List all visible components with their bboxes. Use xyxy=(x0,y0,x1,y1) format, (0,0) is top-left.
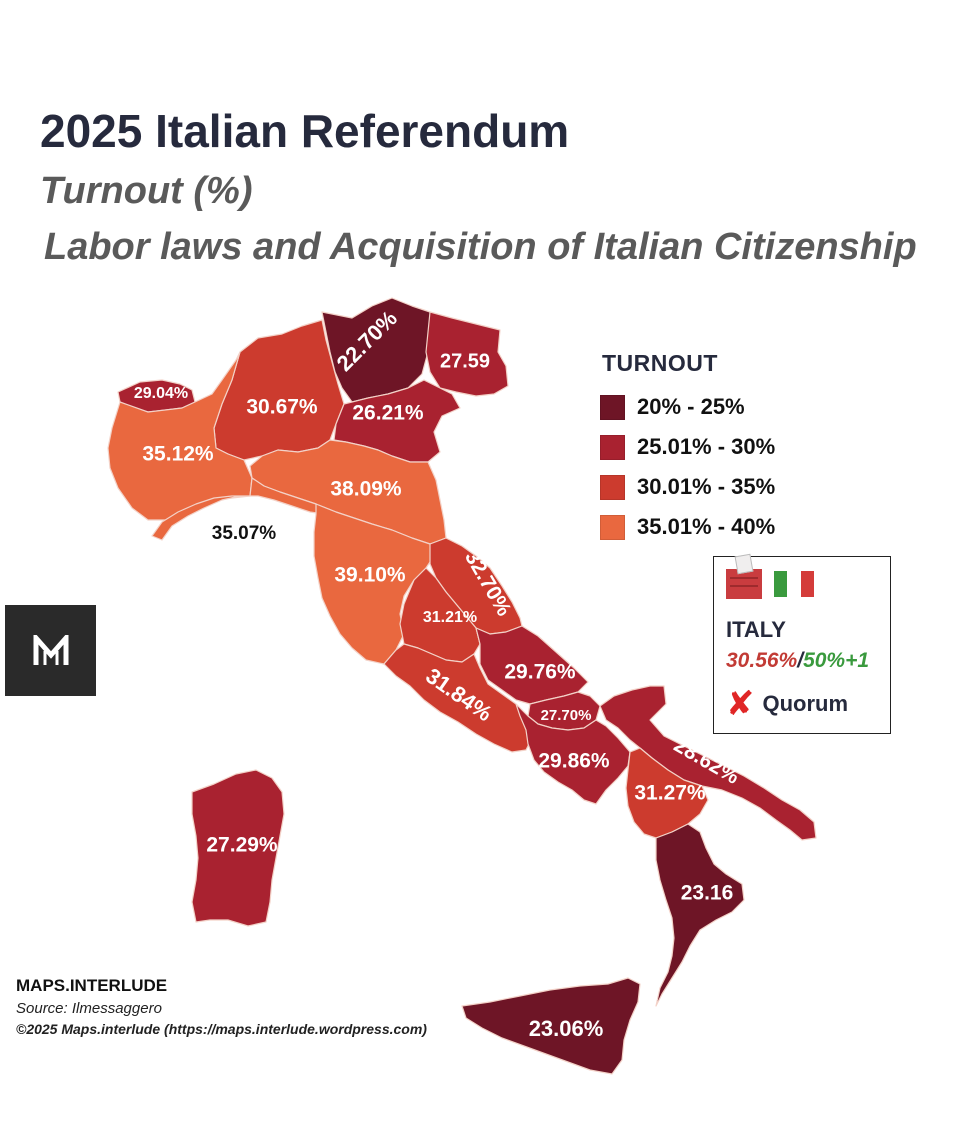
flag-stripe xyxy=(787,571,801,597)
region-label-abruzzo: 29.76% xyxy=(504,661,576,684)
national-icons xyxy=(726,553,814,599)
region-calabria xyxy=(655,823,745,1007)
region-label-sardinia: 27.29% xyxy=(206,834,278,857)
national-country: ITALY xyxy=(726,617,786,642)
quorum-label: Quorum xyxy=(762,691,849,716)
region-abruzzo xyxy=(475,625,589,705)
legend-swatch xyxy=(600,434,625,460)
legend-swatch xyxy=(600,514,625,540)
brand-logo xyxy=(5,605,96,696)
region-label-liguria: 35.07% xyxy=(212,523,277,544)
region-label-molise: 27.70% xyxy=(541,707,592,724)
region-label-friuli-venezia-giulia: 27.59 xyxy=(440,350,490,372)
regions-layer xyxy=(107,297,817,1075)
legend-swatch xyxy=(600,474,625,500)
cross-icon: ✘ xyxy=(726,685,755,723)
credit-source: Source: Ilmessaggero xyxy=(16,1000,162,1017)
legend-swatch xyxy=(600,394,625,420)
region-liguria xyxy=(151,477,325,541)
legend-item: 25.01% - 30% xyxy=(600,427,775,467)
italy-flag-icon xyxy=(774,571,814,597)
credit-copyright: ©2025 Maps.interlude (https://maps.inter… xyxy=(16,1021,427,1037)
region-label-calabria: 23.16 xyxy=(681,882,734,905)
legend-item: 35.01% - 40% xyxy=(600,507,775,547)
ballot-paper-icon xyxy=(734,553,754,575)
quorum-threshold: 50%+1 xyxy=(803,649,870,672)
legend-item: 20% - 25% xyxy=(600,387,775,427)
region-lombardy xyxy=(213,319,345,461)
map-subtitle: Turnout (%) xyxy=(40,170,253,212)
credits: MAPS.INTERLUDE Source: Ilmessaggero ©202… xyxy=(16,976,427,1037)
m-logo-icon xyxy=(33,634,68,665)
turnout-legend: TURNOUT 20% - 25% 25.01% - 30% 30.01% - … xyxy=(600,350,775,547)
turnout-separator: / xyxy=(797,649,804,672)
region-sardinia xyxy=(191,769,285,927)
flag-stripe xyxy=(774,571,788,597)
flag-stripe xyxy=(800,571,814,597)
national-turnout-value: 30.56% xyxy=(726,649,798,672)
quorum-status: ✘ Quorum xyxy=(726,685,849,723)
legend-item: 30.01% - 35% xyxy=(600,467,775,507)
region-label-sicily: 23.06% xyxy=(529,1016,604,1041)
national-result-box: ITALY 30.56%/50%+1 ✘ Quorum xyxy=(713,553,891,734)
credit-brand: MAPS.INTERLUDE xyxy=(16,976,168,995)
map-subtitle-topic: Labor laws and Acquisition of Italian Ci… xyxy=(44,226,917,268)
region-label-aosta-valley: 29.04% xyxy=(134,385,188,402)
legend-label: 20% - 25% xyxy=(637,394,745,419)
ballot-box-icon xyxy=(726,553,762,599)
region-label-tuscany: 39.10% xyxy=(334,564,406,587)
map-title: 2025 Italian Referendum xyxy=(40,105,570,157)
national-turnout: 30.56%/50%+1 xyxy=(726,649,869,673)
region-label-piedmont: 35.12% xyxy=(142,443,214,466)
region-sicily xyxy=(461,977,641,1075)
region-campania xyxy=(515,703,631,805)
region-label-basilicata: 31.27% xyxy=(634,782,706,805)
region-label-emilia-romagna: 38.09% xyxy=(330,478,402,501)
region-label-lombardy: 30.67% xyxy=(246,396,318,419)
region-label-campania: 29.86% xyxy=(538,750,610,773)
region-friuli-venezia-giulia xyxy=(425,311,509,397)
region-label-veneto: 26.21% xyxy=(352,402,424,425)
legend-label: 25.01% - 30% xyxy=(637,434,776,459)
legend-title: TURNOUT xyxy=(602,350,718,376)
region-piedmont xyxy=(107,351,253,521)
region-label-umbria: 31.21% xyxy=(423,609,477,626)
legend-label: 35.01% - 40% xyxy=(637,514,776,539)
legend-label: 30.01% - 35% xyxy=(637,474,776,499)
